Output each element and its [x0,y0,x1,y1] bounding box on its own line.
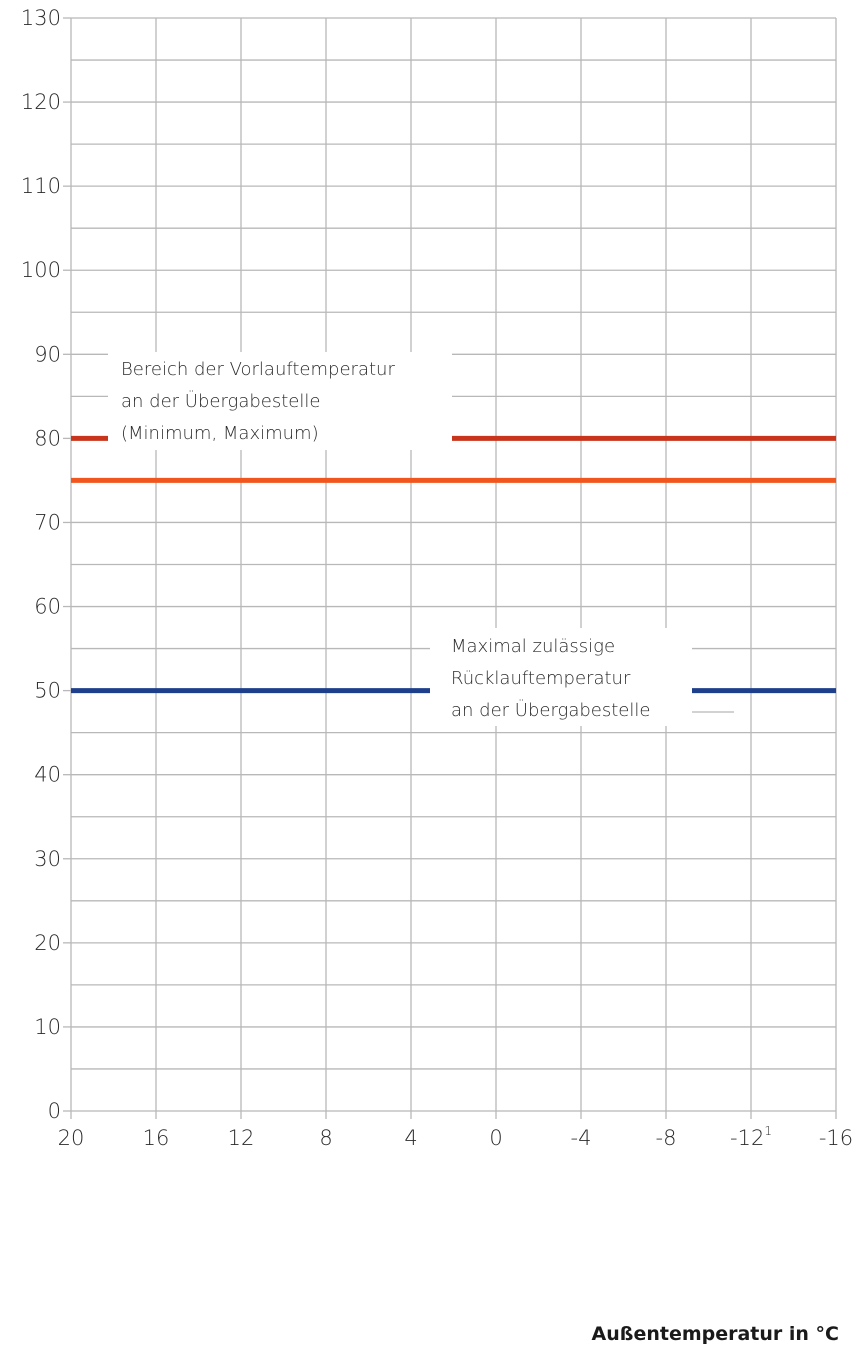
x-tick-footnote-mark: 1 [764,1124,772,1138]
x-axis-label: Außentemperatur in °C [592,1323,839,1345]
y-tick-label: 130 [21,6,61,30]
x-tick-label: 8 [319,1126,332,1150]
annotation-1-line-3: (Minimum, Maximum) [121,423,319,444]
annotation-1-line-2: an der Übergabestelle [121,390,320,412]
x-tick-label: -16 [819,1126,853,1150]
y-tick-label: 100 [21,258,61,282]
annotations: Bereich der Vorlauftemperatur an der Übe… [108,352,734,726]
y-tick-label: 30 [34,847,61,871]
annotation-1-background [108,352,452,450]
annotation-1-line-1: Bereich der Vorlauftemperatur [121,359,395,380]
y-tick-label: 70 [34,510,61,534]
annotation-2-line-2: Rücklauftemperatur [451,668,631,689]
x-tick-label: -121 [730,1124,772,1150]
grid [63,17,837,1119]
x-tick-label: 16 [143,1126,170,1150]
y-tick-label: 0 [48,1099,61,1123]
x-tick-label: 0 [489,1126,502,1150]
annotation-2-background [430,628,692,726]
x-tick-label: 12 [228,1126,255,1150]
y-tick-label: 90 [34,342,61,366]
annotation-2-line-3: an der Übergabestelle [451,699,650,721]
y-tick-label: 80 [34,426,61,450]
y-tick-label: 40 [34,763,61,787]
x-tick-label: 4 [404,1126,417,1150]
annotation-2-line-1: Maximal zulässige [451,636,615,657]
x-tick-labels: 20 16 12 8 4 0 -4 -8 -121 -16 [58,1124,853,1150]
x-tick-label: 20 [58,1126,85,1150]
x-tick-label: -4 [571,1126,592,1150]
y-tick-labels: 0 10 20 30 40 50 60 70 80 90 100 110 120 130 [21,6,61,1123]
y-tick-label: 10 [34,1015,61,1039]
x-tick-label: -8 [656,1126,677,1150]
y-tick-label: 20 [34,931,61,955]
y-tick-label: 110 [21,174,61,198]
y-tick-label: 120 [21,90,61,114]
y-tick-label: 60 [34,595,61,619]
y-tick-label: 50 [34,679,61,703]
